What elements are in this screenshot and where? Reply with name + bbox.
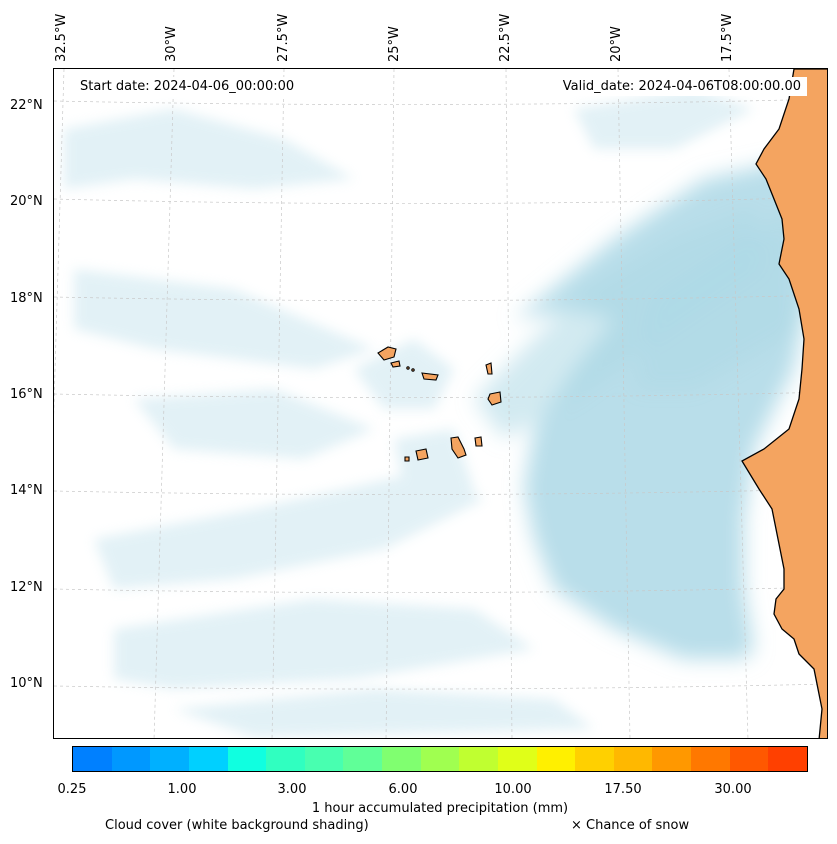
africa-coastline (741, 69, 827, 738)
lat-label-16n: 16°N (10, 387, 43, 402)
colorbar-tick-3-00: 3.00 (277, 782, 307, 797)
lon-label-22-5w: 22.5°W (498, 13, 513, 62)
colorbar-cell (382, 747, 421, 771)
cape-verde-islands (377, 346, 502, 462)
colorbar-cell (150, 747, 189, 771)
colorbar-cell (266, 747, 305, 771)
colorbar-cell (497, 747, 537, 771)
colorbar-tick-17-50: 17.50 (604, 782, 642, 797)
lon-label-25w: 25°W (387, 26, 402, 62)
snow-legend: × Chance of snow (571, 818, 690, 833)
colorbar-cell (729, 747, 769, 771)
colorbar-cell (304, 747, 344, 771)
lat-label-12n: 12°N (10, 580, 43, 595)
colorbar-cell (536, 747, 576, 771)
colorbar-tick-0-25: 0.25 (57, 782, 87, 797)
colorbar-title: 1 hour accumulated precipitation (mm) (311, 801, 569, 816)
lon-label-17-5w: 17.5°W (720, 13, 735, 62)
lat-label-20n: 20°N (10, 194, 43, 209)
lat-label-14n: 14°N (10, 483, 43, 498)
start-date-label: Start date: 2024-04-06_00:00:00 (74, 77, 301, 96)
map-panel[interactable]: Start date: 2024-04-06_00:00:00 Valid_da… (53, 68, 828, 739)
colorbar-tick-10-00: 10.00 (494, 782, 532, 797)
lat-label-10n: 10°N (10, 676, 43, 691)
lon-label-20w: 20°W (609, 26, 624, 62)
colorbar-cell (691, 747, 730, 771)
graticule (54, 69, 827, 738)
lon-label-30w: 30°W (164, 26, 179, 62)
colorbar-tick-6-00: 6.00 (388, 782, 418, 797)
cloud-cover-legend: Cloud cover (white background shading) (105, 818, 369, 833)
colorbar-cell (111, 747, 151, 771)
colorbar-cell (575, 747, 614, 771)
colorbar-cell (613, 747, 653, 771)
lat-label-22n: 22°N (10, 98, 43, 113)
lon-label-32-5w: 32.5°W (54, 13, 69, 62)
colorbar-cell (420, 747, 460, 771)
colorbar-cell (652, 747, 691, 771)
valid-date-label: Valid_date: 2024-04-06T08:00:00.00 (556, 77, 807, 96)
colorbar-cell (188, 747, 228, 771)
precipitation-colorbar (72, 746, 808, 772)
lon-label-27-5w: 27.5°W (276, 13, 291, 62)
lat-label-18n: 18°N (10, 291, 43, 306)
colorbar-cell (343, 747, 382, 771)
colorbar-cell (227, 747, 267, 771)
map-canvas (54, 69, 827, 738)
cloud-cover-layer (64, 89, 814, 737)
colorbar-cell (768, 747, 807, 771)
colorbar-cell (459, 747, 498, 771)
colorbar-tick-1-00: 1.00 (167, 782, 197, 797)
colorbar-tick-30-00: 30.00 (714, 782, 752, 797)
colorbar-cell (73, 747, 112, 771)
